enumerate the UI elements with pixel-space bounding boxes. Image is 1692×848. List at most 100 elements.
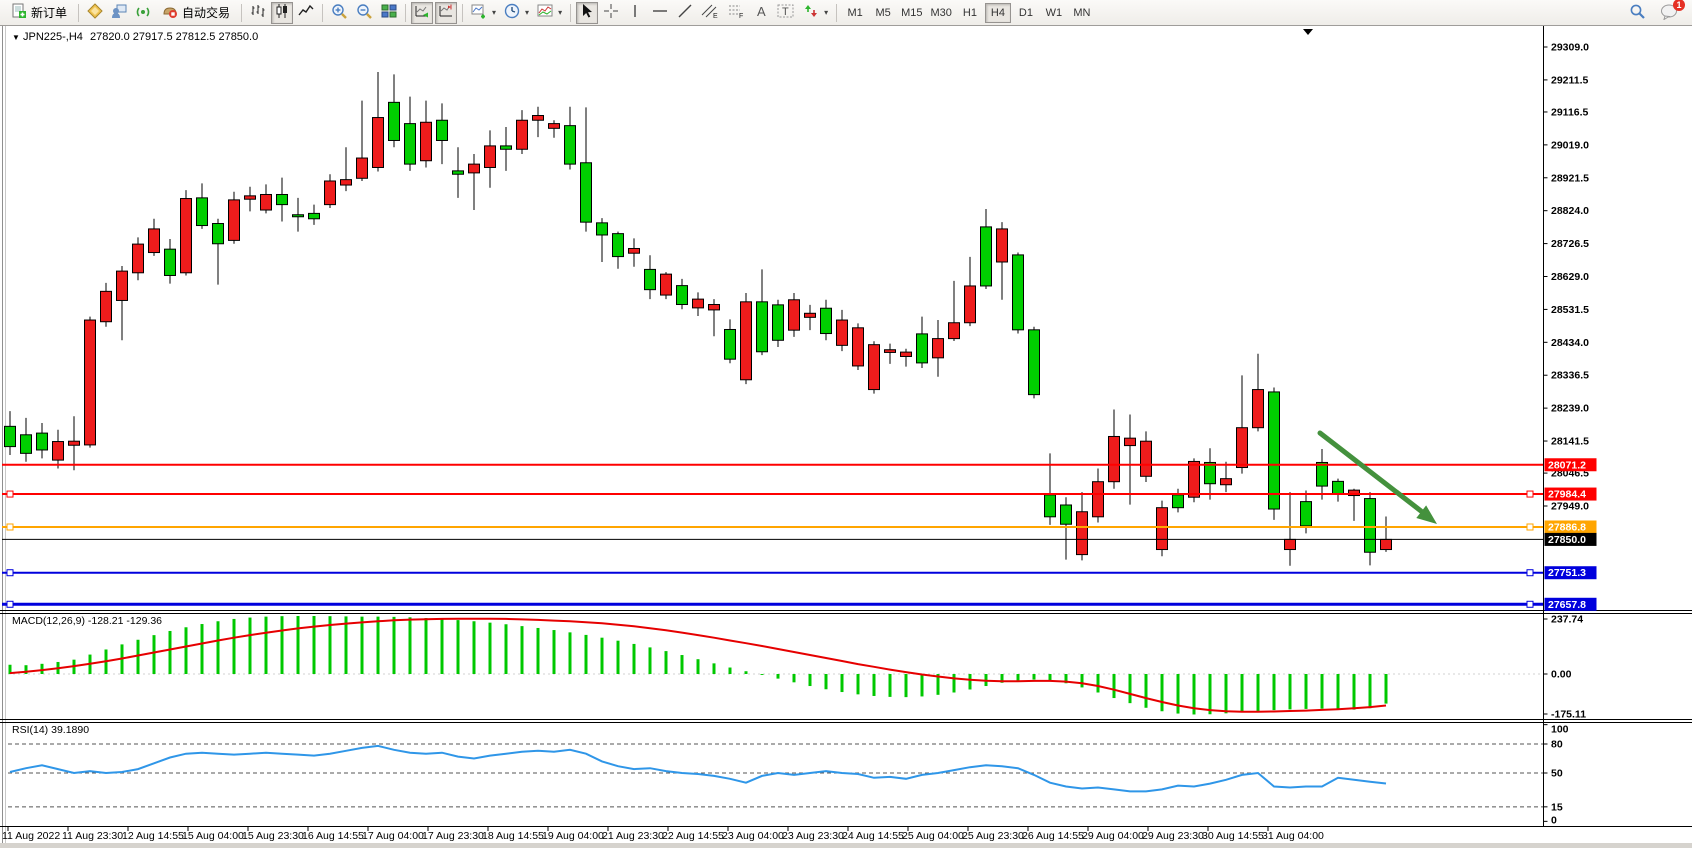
timeframe-button-H1[interactable]: H1 bbox=[957, 3, 983, 23]
candle bbox=[676, 278, 688, 310]
candle-body bbox=[1092, 481, 1104, 518]
indicators-button[interactable]: ▾ bbox=[468, 2, 499, 24]
time-label: 21 Aug 23:30 bbox=[602, 830, 664, 842]
timeframe-button-H4[interactable]: H4 bbox=[984, 2, 1011, 23]
horizontal-line-27886.8[interactable]: 27886.8 bbox=[2, 520, 1597, 534]
candlestick-chart-button[interactable] bbox=[271, 1, 294, 24]
cursor-button[interactable] bbox=[576, 1, 599, 24]
line-chart-button[interactable] bbox=[295, 2, 317, 24]
candle-body bbox=[1028, 329, 1040, 396]
candle bbox=[996, 222, 1008, 300]
line-handle[interactable] bbox=[6, 569, 14, 577]
timeframe-button-M5[interactable]: M5 bbox=[870, 3, 896, 23]
candle-body bbox=[484, 145, 496, 168]
candle bbox=[196, 183, 208, 229]
line-handle[interactable] bbox=[1526, 569, 1534, 577]
candle-body bbox=[132, 243, 144, 274]
candle bbox=[324, 174, 336, 208]
price-axis: 29309.0 29211.5 29116.5 29019.0 28921.5 28824… bbox=[1543, 42, 1589, 513]
candle bbox=[372, 71, 384, 172]
mql5-community-button[interactable] bbox=[108, 2, 130, 24]
line-handle[interactable] bbox=[1526, 523, 1534, 531]
auto-scroll-button[interactable] bbox=[411, 1, 434, 24]
fibonacci-button[interactable]: F bbox=[724, 2, 748, 24]
timeframe-button-M1[interactable]: M1 bbox=[842, 3, 868, 23]
new-order-button[interactable]: 新订单 bbox=[5, 2, 73, 24]
horizontal-line-icon bbox=[651, 3, 669, 22]
timeframe-button-M15[interactable]: M15 bbox=[898, 3, 925, 23]
timeframe-button-M30[interactable]: M30 bbox=[928, 3, 955, 23]
line-handle[interactable] bbox=[6, 490, 14, 498]
line-handle[interactable] bbox=[1526, 490, 1534, 498]
trendline-button[interactable] bbox=[674, 2, 696, 24]
signals-button[interactable] bbox=[132, 2, 154, 24]
time-label: 29 Aug 23:30 bbox=[1142, 830, 1204, 842]
autotrading-button[interactable]: 自动交易 bbox=[156, 2, 236, 24]
zoom-out-button[interactable] bbox=[353, 2, 376, 24]
symbol-dropdown-icon[interactable]: ▼ bbox=[12, 33, 20, 42]
tile-windows-button[interactable] bbox=[378, 2, 400, 24]
line-handle[interactable] bbox=[6, 600, 14, 608]
time-label: 18 Aug 14:55 bbox=[482, 830, 544, 842]
horizontal-line-27984.4[interactable]: 27984.4 bbox=[2, 487, 1597, 501]
horizontal-line-27657.8[interactable]: 27657.8 bbox=[2, 597, 1597, 611]
candle-body bbox=[340, 179, 352, 186]
candle bbox=[1268, 387, 1280, 520]
crosshair-icon bbox=[603, 3, 619, 22]
candle-body bbox=[596, 222, 608, 236]
candle bbox=[756, 269, 768, 356]
bar-chart-button[interactable] bbox=[247, 2, 269, 24]
candle-body bbox=[1156, 507, 1168, 551]
line-chart-icon bbox=[298, 3, 314, 22]
candle bbox=[388, 74, 400, 148]
candle-body bbox=[580, 162, 592, 223]
separator bbox=[241, 3, 243, 22]
text-label-button[interactable]: T bbox=[774, 2, 798, 24]
arrow-shaft[interactable] bbox=[1317, 430, 1424, 514]
equidistant-channel-button[interactable]: E bbox=[698, 2, 722, 24]
candle bbox=[148, 218, 160, 256]
text-button[interactable]: A bbox=[750, 2, 772, 24]
separator bbox=[462, 3, 464, 22]
zoom-in-button[interactable] bbox=[328, 2, 351, 24]
candle bbox=[772, 299, 784, 348]
line-handle[interactable] bbox=[6, 523, 14, 531]
candle bbox=[228, 191, 240, 244]
price-tick-label: 27949.0 bbox=[1551, 501, 1589, 513]
candle-body bbox=[628, 247, 640, 254]
line-handle[interactable] bbox=[1526, 600, 1534, 608]
vertical-line-button[interactable] bbox=[624, 2, 646, 24]
horizontal-line-button[interactable] bbox=[648, 2, 672, 24]
crosshair-button[interactable] bbox=[600, 2, 622, 24]
macd-label: MACD(12,26,9) -128.21 -129.36 bbox=[12, 615, 162, 627]
candle bbox=[516, 110, 528, 154]
horizontal-line-28071.2[interactable]: 28071.2 bbox=[2, 458, 1597, 472]
periods-button[interactable]: ▾ bbox=[501, 2, 532, 24]
time-label: 16 Aug 14:55 bbox=[302, 830, 364, 842]
timeframe-button-MN[interactable]: MN bbox=[1069, 3, 1095, 23]
timeframe-button-W1[interactable]: W1 bbox=[1041, 3, 1067, 23]
channel-icon: E bbox=[701, 3, 719, 22]
candle bbox=[612, 231, 624, 269]
clock-icon bbox=[504, 3, 520, 22]
candle bbox=[308, 204, 320, 225]
timeframe-button-D1[interactable]: D1 bbox=[1013, 3, 1039, 23]
time-label: 22 Aug 14:55 bbox=[662, 830, 724, 842]
candle-body bbox=[724, 328, 736, 360]
search-button[interactable] bbox=[1626, 2, 1649, 24]
new-order-icon bbox=[11, 3, 27, 22]
arrows-button[interactable]: ▾ bbox=[800, 2, 831, 24]
line-price-label: 27886.8 bbox=[1548, 521, 1586, 533]
trend-arrow[interactable] bbox=[1317, 430, 1437, 524]
notifications-button[interactable]: 1 bbox=[1657, 0, 1685, 24]
candle-body bbox=[740, 301, 752, 381]
ohlc-open: 27820.0 bbox=[89, 31, 130, 43]
horizontal-line-27751.3[interactable]: 27751.3 bbox=[2, 566, 1597, 580]
chart-shift-button[interactable] bbox=[435, 1, 458, 24]
shift-marker-icon[interactable] bbox=[1303, 29, 1313, 35]
metaeditor-button[interactable] bbox=[84, 2, 106, 24]
candle-body bbox=[1204, 461, 1216, 485]
search-icon bbox=[1629, 3, 1646, 23]
templates-button[interactable]: ▾ bbox=[534, 2, 565, 24]
price-tick-label: 29309.0 bbox=[1551, 42, 1589, 54]
